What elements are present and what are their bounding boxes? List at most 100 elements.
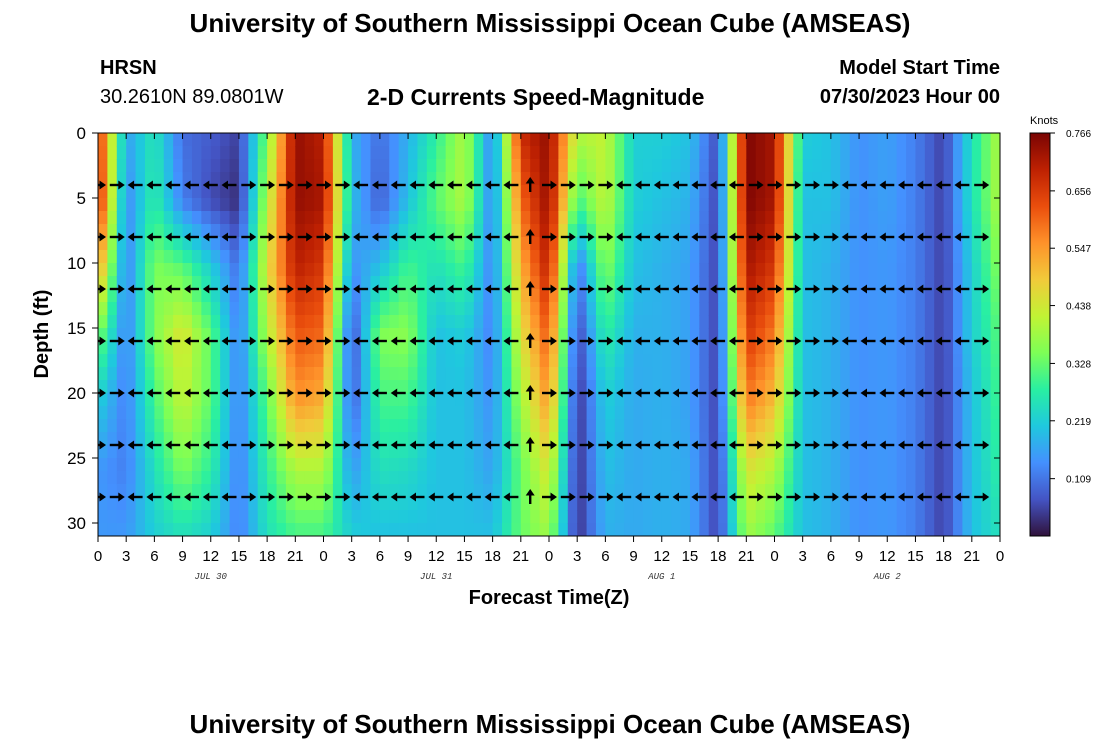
heatmap-cell: [840, 419, 851, 433]
heatmap-cell: [342, 328, 353, 342]
current-vector-arrow: [954, 492, 970, 502]
heatmap-cell: [614, 471, 625, 485]
heatmap-cell: [586, 328, 597, 342]
heatmap-cell: [671, 211, 682, 225]
heatmap-cell: [934, 237, 945, 251]
heatmap-cell: [671, 484, 682, 498]
heatmap-cell: [971, 198, 982, 212]
heatmap-cell: [539, 445, 550, 459]
heatmap-cell: [257, 510, 268, 524]
heatmap-cell: [483, 159, 494, 173]
heatmap-cell: [793, 393, 804, 407]
heatmap-cell: [689, 172, 700, 186]
heatmap-cell: [163, 471, 174, 485]
heatmap-cell: [342, 276, 353, 290]
heatmap-cell: [370, 471, 381, 485]
heatmap-cell: [361, 133, 372, 147]
heatmap-cell: [323, 406, 334, 420]
heatmap-cell: [389, 159, 400, 173]
heatmap-cell: [229, 484, 240, 498]
heatmap-cell: [567, 367, 578, 381]
heatmap-cell: [830, 497, 841, 511]
heatmap-cell: [708, 185, 719, 199]
heatmap-cell: [107, 393, 118, 407]
heatmap-cell: [746, 328, 757, 342]
heatmap-cell: [539, 250, 550, 264]
heatmap-cell: [943, 198, 954, 212]
heatmap-cell: [812, 133, 823, 147]
heatmap-cell: [652, 393, 663, 407]
heatmap-cell: [567, 497, 578, 511]
heatmap-cell: [520, 367, 531, 381]
heatmap-cell: [680, 198, 691, 212]
heatmap-cell: [332, 224, 343, 238]
heatmap-cell: [915, 432, 926, 446]
heatmap-cell: [755, 367, 766, 381]
heatmap-cell: [276, 328, 287, 342]
heatmap-cell: [755, 224, 766, 238]
heatmap-cell: [943, 211, 954, 225]
heatmap-cell: [464, 185, 475, 199]
heatmap-cell: [718, 289, 729, 303]
heatmap-cell: [182, 146, 193, 160]
heatmap-cell: [605, 406, 616, 420]
current-vector-arrow: [672, 388, 688, 398]
heatmap-cell: [915, 289, 926, 303]
heatmap-cell: [765, 172, 776, 186]
heatmap-cell: [953, 406, 964, 420]
heatmap-cell: [201, 458, 212, 472]
heatmap-cell: [248, 250, 259, 264]
heatmap-cell: [173, 159, 184, 173]
heatmap-cell: [248, 302, 259, 316]
heatmap-cell: [671, 367, 682, 381]
heatmap-cell: [661, 276, 672, 290]
heatmap-cell: [98, 328, 108, 342]
heatmap-cell: [370, 523, 381, 536]
heatmap-cell: [126, 380, 137, 394]
heatmap-cell: [144, 523, 155, 536]
heatmap-cell: [473, 484, 484, 498]
heatmap-cell: [361, 471, 372, 485]
heatmap-cell: [736, 471, 747, 485]
heatmap-cell: [849, 432, 860, 446]
heatmap-cell: [116, 484, 127, 498]
heatmap-cell: [107, 523, 118, 536]
heatmap-cell: [257, 185, 268, 199]
heatmap-cell: [633, 276, 644, 290]
heatmap-cell: [633, 432, 644, 446]
heatmap-cell: [483, 146, 494, 160]
heatmap-cell: [285, 315, 296, 329]
heatmap-cell: [577, 211, 588, 225]
heatmap-cell: [276, 302, 287, 316]
heatmap-cell: [859, 432, 870, 446]
heatmap-cell: [408, 341, 419, 355]
heatmap-cell: [953, 263, 964, 277]
heatmap-cell: [455, 328, 466, 342]
heatmap-cell: [314, 432, 325, 446]
heatmap-cell: [586, 354, 597, 368]
heatmap-cell: [351, 406, 362, 420]
heatmap-cell: [633, 380, 644, 394]
heatmap-cell: [163, 393, 174, 407]
date-label: AUG 1: [647, 572, 675, 582]
heatmap-cell: [699, 354, 710, 368]
heatmap-cell: [163, 445, 174, 459]
heatmap-cell: [98, 172, 108, 186]
x-tick-label: 15: [231, 548, 248, 565]
heatmap-cell: [492, 185, 503, 199]
heatmap-cell: [896, 289, 907, 303]
heatmap-cell: [953, 367, 964, 381]
heatmap-cell: [464, 250, 475, 264]
heatmap-cell: [840, 276, 851, 290]
heatmap-cell: [511, 510, 522, 524]
heatmap-cell: [567, 237, 578, 251]
heatmap-cell: [126, 445, 137, 459]
heatmap-cell: [530, 393, 541, 407]
heatmap-cell: [906, 224, 917, 238]
current-vector-arrow: [748, 180, 764, 190]
heatmap-cell: [135, 484, 146, 498]
heatmap-cell: [746, 432, 757, 446]
heatmap-cell: [642, 172, 653, 186]
heatmap-cell: [887, 315, 898, 329]
heatmap-cell: [163, 380, 174, 394]
